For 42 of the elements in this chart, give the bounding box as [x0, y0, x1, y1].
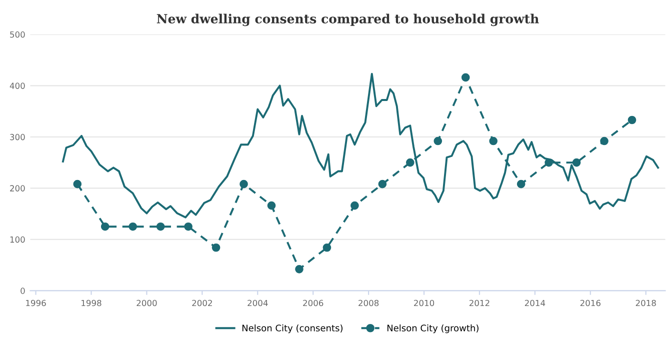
point — [378, 180, 387, 188]
x-tick-label: 2002 — [192, 300, 212, 306]
point — [212, 243, 220, 252]
point — [516, 180, 526, 188]
point — [295, 264, 304, 274]
point — [600, 136, 608, 146]
x-tick-label: 1998 — [82, 300, 102, 306]
point — [350, 201, 359, 210]
point — [461, 73, 470, 82]
point — [489, 136, 498, 146]
y-tick-label: 500 — [10, 31, 25, 38]
y-tick-label: 300 — [10, 134, 25, 140]
x-tick-label: 2012 — [469, 300, 490, 306]
point — [184, 222, 192, 231]
x-tick-label: 2016 — [580, 300, 600, 306]
point — [628, 116, 636, 124]
x-tick-label: 2018 — [636, 300, 656, 306]
point — [406, 158, 414, 167]
y-tick-label: 100 — [10, 236, 25, 243]
x-tick-label: 2014 — [524, 300, 546, 306]
point — [73, 180, 82, 188]
point — [322, 243, 332, 252]
x-tick-label: 2006 — [303, 300, 324, 306]
y-tick-label: 400 — [10, 82, 25, 89]
x-tick-label: 2008 — [358, 300, 379, 306]
y-tick-label: 200 — [10, 185, 25, 192]
legend-label: Nelson City (consents) — [242, 324, 342, 334]
point — [544, 158, 553, 167]
legend-label: Nelson City (growth) — [387, 324, 478, 334]
point — [128, 222, 138, 231]
point — [100, 222, 110, 231]
point — [434, 136, 442, 146]
point — [572, 158, 581, 167]
chart-title: New dwelling consents compared to household growth — [156, 14, 539, 26]
x-tick-label: 1996 — [26, 300, 46, 306]
x-tick-label: 2004 — [248, 300, 268, 306]
x-tick-label: 2010 — [414, 300, 434, 306]
point — [156, 222, 165, 231]
x-tick-label: 2000 — [136, 300, 157, 306]
point — [240, 180, 248, 188]
y-tick-label: 0 — [20, 288, 25, 294]
point — [267, 201, 276, 210]
